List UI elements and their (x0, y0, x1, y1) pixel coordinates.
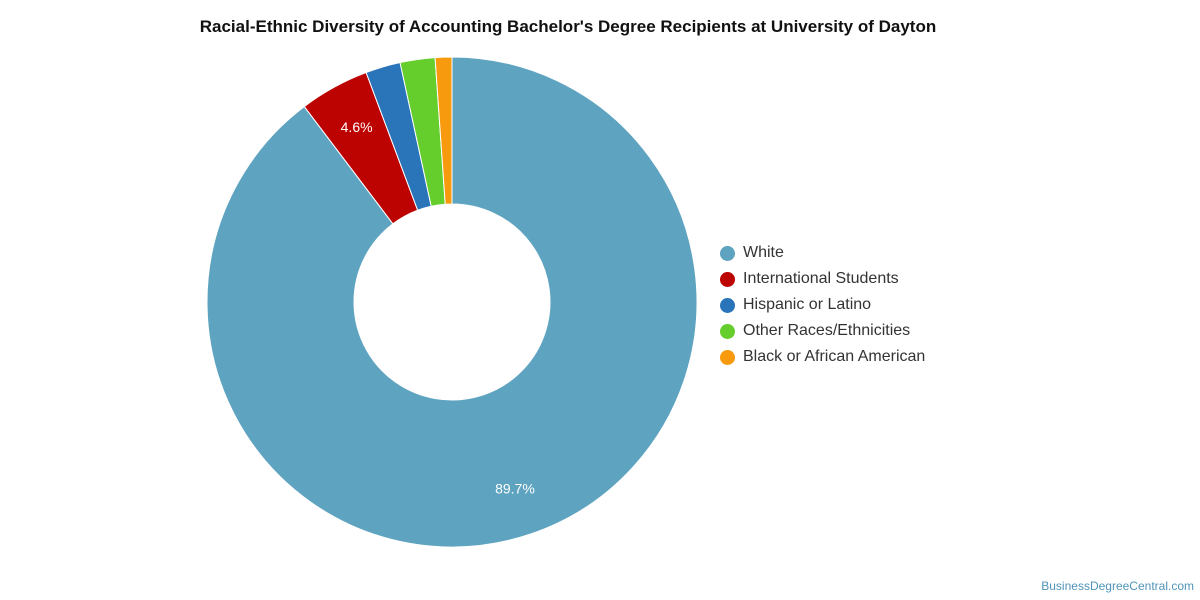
slice-black-or-african-american[interactable] (434, 56, 453, 205)
chart-legend: White International Students Hispanic or L… (720, 240, 925, 370)
legend-item-hispanic-or-latino[interactable]: Hispanic or Latino (720, 292, 925, 318)
legend-swatch (720, 297, 735, 313)
slice-white[interactable] (206, 56, 698, 548)
legend-item-black-or-african-american[interactable]: Black or African American (720, 344, 925, 370)
slice-label-white: 89.7% (495, 480, 535, 496)
legend-item-international-students[interactable]: International Students (720, 266, 925, 292)
watermark: BusinessDegreeCentral.com (1041, 579, 1194, 593)
slice-label-international-students: 4.6% (341, 119, 373, 135)
legend-item-white[interactable]: White (720, 240, 925, 266)
legend-label: White (743, 244, 784, 261)
legend-swatch (720, 245, 735, 261)
legend-swatch (720, 323, 735, 339)
legend-swatch (720, 349, 735, 365)
legend-label: Black or African American (743, 348, 926, 365)
legend-label: Hispanic or Latino (743, 296, 872, 313)
legend-item-other-races-ethnicities[interactable]: Other Races/Ethnicities (720, 318, 925, 344)
chart-title: Racial-Ethnic Diversity of Accounting Ba… (199, 17, 937, 36)
legend-label: Other Races/Ethnicities (743, 322, 911, 339)
legend-swatch (720, 271, 735, 287)
legend-label: International Students (743, 270, 899, 287)
